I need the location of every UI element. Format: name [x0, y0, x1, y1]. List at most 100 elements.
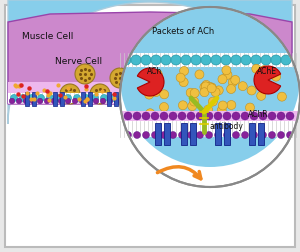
Circle shape — [201, 82, 210, 91]
Circle shape — [272, 72, 280, 81]
Bar — [164, 123, 170, 145]
Circle shape — [208, 94, 215, 102]
Circle shape — [28, 94, 35, 102]
Circle shape — [242, 132, 248, 139]
Text: AChR: AChR — [248, 110, 268, 119]
Circle shape — [90, 84, 110, 104]
Circle shape — [214, 112, 222, 120]
Circle shape — [118, 94, 125, 102]
Circle shape — [226, 98, 232, 104]
Circle shape — [160, 112, 168, 120]
Bar — [120, 111, 300, 135]
Circle shape — [74, 94, 80, 102]
Circle shape — [145, 90, 154, 99]
Circle shape — [214, 86, 223, 95]
Circle shape — [278, 132, 284, 139]
Circle shape — [86, 98, 92, 104]
Circle shape — [247, 98, 253, 104]
Circle shape — [196, 112, 204, 120]
Circle shape — [147, 74, 156, 83]
Circle shape — [110, 94, 116, 102]
Circle shape — [128, 94, 134, 102]
Circle shape — [238, 82, 247, 91]
Circle shape — [282, 98, 288, 104]
Circle shape — [272, 94, 278, 102]
Circle shape — [218, 94, 224, 102]
Circle shape — [146, 109, 155, 118]
Circle shape — [198, 98, 204, 104]
Circle shape — [195, 70, 204, 79]
Circle shape — [100, 94, 107, 102]
Circle shape — [142, 98, 148, 104]
Circle shape — [244, 94, 251, 102]
Circle shape — [268, 112, 276, 120]
Circle shape — [191, 55, 201, 65]
Circle shape — [152, 132, 158, 139]
Circle shape — [262, 94, 269, 102]
Circle shape — [187, 112, 195, 120]
Circle shape — [16, 98, 22, 104]
Circle shape — [56, 94, 62, 102]
Circle shape — [124, 112, 132, 120]
Circle shape — [286, 112, 294, 120]
Circle shape — [44, 98, 50, 104]
Circle shape — [261, 98, 267, 104]
Circle shape — [131, 55, 141, 65]
Circle shape — [165, 70, 185, 90]
Circle shape — [208, 97, 217, 106]
Circle shape — [60, 84, 80, 104]
Circle shape — [169, 112, 177, 120]
Circle shape — [259, 112, 267, 120]
Circle shape — [133, 112, 141, 120]
Circle shape — [232, 112, 240, 120]
Circle shape — [186, 88, 195, 97]
Circle shape — [214, 132, 221, 139]
Circle shape — [275, 98, 281, 104]
Circle shape — [233, 98, 239, 104]
Circle shape — [218, 75, 227, 84]
Circle shape — [120, 7, 300, 187]
Bar — [25, 92, 29, 106]
Circle shape — [160, 90, 169, 99]
Circle shape — [257, 91, 266, 100]
Circle shape — [254, 98, 260, 104]
Bar — [120, 53, 300, 67]
Circle shape — [110, 68, 130, 88]
Circle shape — [231, 55, 241, 65]
Circle shape — [100, 98, 106, 104]
Circle shape — [149, 98, 155, 104]
Polygon shape — [8, 0, 292, 124]
Circle shape — [141, 55, 151, 65]
Circle shape — [204, 105, 213, 114]
Circle shape — [178, 116, 188, 125]
Circle shape — [250, 112, 258, 120]
Circle shape — [190, 88, 199, 98]
Bar — [215, 123, 221, 145]
Polygon shape — [8, 12, 292, 104]
Circle shape — [51, 98, 57, 104]
Bar — [120, 111, 300, 121]
Bar — [155, 123, 161, 145]
Bar — [190, 123, 196, 145]
Circle shape — [250, 132, 257, 139]
Bar — [8, 82, 292, 104]
Text: AChE: AChE — [257, 67, 277, 76]
Circle shape — [223, 70, 232, 79]
Circle shape — [23, 98, 29, 104]
Circle shape — [46, 94, 53, 102]
Circle shape — [30, 98, 36, 104]
Circle shape — [228, 78, 237, 87]
Circle shape — [231, 115, 240, 123]
Bar — [53, 92, 57, 106]
Text: antibody: antibody — [210, 122, 244, 131]
Circle shape — [163, 98, 169, 104]
Circle shape — [121, 98, 127, 104]
Circle shape — [241, 55, 251, 65]
Circle shape — [151, 112, 159, 120]
Circle shape — [254, 94, 260, 102]
Circle shape — [169, 132, 176, 139]
Circle shape — [64, 94, 71, 102]
Bar — [258, 123, 264, 145]
Circle shape — [207, 83, 216, 92]
Circle shape — [223, 112, 231, 120]
